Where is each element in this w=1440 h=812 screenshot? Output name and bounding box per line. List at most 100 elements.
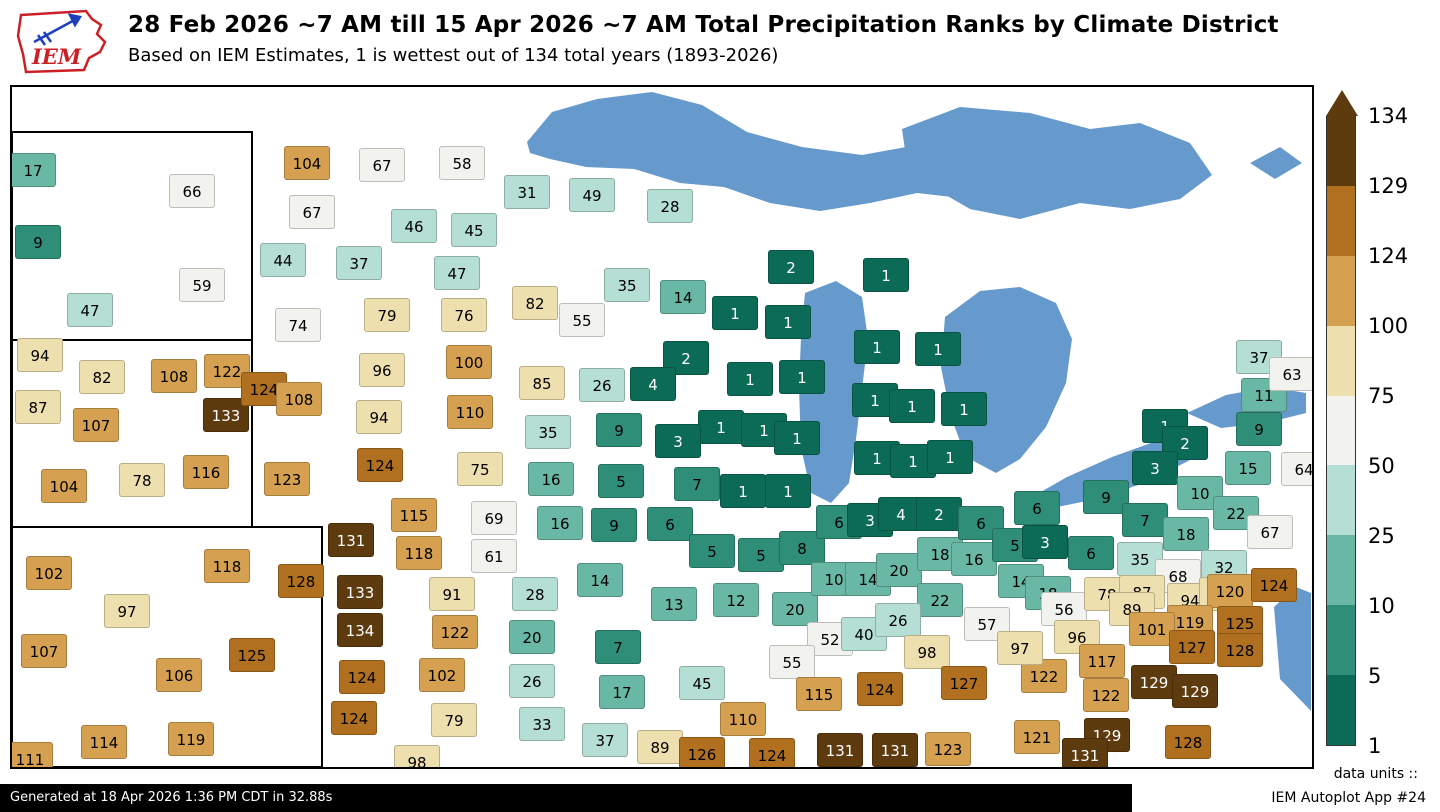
district-rank-label: 3 xyxy=(1132,451,1178,485)
district-rank-label: 35 xyxy=(604,268,650,302)
district-rank-label: 1 xyxy=(889,389,935,423)
district-rank-label: 101 xyxy=(1129,612,1175,646)
district-rank-label: 79 xyxy=(431,703,477,737)
district-rank-label: 1 xyxy=(927,440,973,474)
district-rank-label: 67 xyxy=(289,195,335,229)
district-rank-label: 129 xyxy=(1131,665,1177,699)
district-rank-label: 14 xyxy=(577,563,623,597)
district-rank-label: 102 xyxy=(26,556,72,590)
district-rank-label: 20 xyxy=(876,553,922,587)
district-rank-label: 26 xyxy=(579,368,625,402)
lake-huron-north-channel xyxy=(902,107,1212,219)
district-rank-label: 111 xyxy=(12,742,53,767)
map-title: 28 Feb 2026 ~7 AM till 15 Apr 2026 ~7 AM… xyxy=(128,12,1279,38)
district-rank-label: 47 xyxy=(434,256,480,290)
district-rank-label: 6 xyxy=(647,507,693,541)
district-rank-label: 47 xyxy=(67,293,113,327)
colorbar-segment xyxy=(1327,185,1355,256)
district-rank-label: 67 xyxy=(359,148,405,182)
district-rank-label: 124 xyxy=(339,660,385,694)
district-rank-label: 7 xyxy=(1122,503,1168,537)
district-rank-label: 22 xyxy=(917,583,963,617)
district-rank-label: 96 xyxy=(359,353,405,387)
district-rank-label: 1 xyxy=(727,362,773,396)
district-rank-label: 26 xyxy=(875,603,921,637)
district-rank-label: 13 xyxy=(651,587,697,621)
district-rank-label: 28 xyxy=(512,577,558,611)
district-rank-label: 110 xyxy=(447,395,493,429)
colorbar-tick-label: 50 xyxy=(1368,454,1395,478)
district-rank-label: 128 xyxy=(1165,725,1211,759)
district-rank-label: 5 xyxy=(598,464,644,498)
district-rank-label: 33 xyxy=(519,707,565,741)
district-rank-label: 55 xyxy=(559,303,605,337)
district-rank-label: 6 xyxy=(1014,491,1060,525)
district-rank-label: 82 xyxy=(512,286,558,320)
map-canvas: 17 66 9 59 47 104 67 58 67 46 45 44 37 47 74 79 76 96 100 9… xyxy=(10,85,1314,769)
colorbar-segment xyxy=(1327,116,1355,186)
district-rank-label: 1 xyxy=(712,296,758,330)
small-lake xyxy=(568,128,576,136)
ottawa-river-water xyxy=(1250,147,1302,179)
district-rank-label: 125 xyxy=(229,638,275,672)
district-rank-label: 76 xyxy=(441,298,487,332)
district-rank-label: 129 xyxy=(1172,674,1218,708)
colorbar-tick-label: 134 xyxy=(1368,104,1409,128)
district-rank-label: 4 xyxy=(630,367,676,401)
district-rank-label: 96 xyxy=(1054,620,1100,654)
district-rank-label: 55 xyxy=(769,645,815,679)
district-rank-label: 18 xyxy=(1163,517,1209,551)
district-rank-label: 49 xyxy=(569,178,615,212)
district-rank-label: 6 xyxy=(1068,536,1114,570)
map-subtitle: Based on IEM Estimates, 1 is wettest out… xyxy=(128,45,779,66)
district-rank-label: 89 xyxy=(637,730,683,764)
district-layer: 17 66 9 59 47 104 67 58 67 46 45 44 37 47 74 79 76 96 100 9… xyxy=(12,87,1312,767)
district-rank-label: 121 xyxy=(1014,720,1060,754)
district-rank-label: 14 xyxy=(660,280,706,314)
small-lake xyxy=(583,102,597,116)
header: IEM 28 Feb 2026 ~7 AM till 15 Apr 2026 ~… xyxy=(0,0,1440,85)
colorbar-tick-label: 124 xyxy=(1368,244,1409,268)
district-rank-label: 128 xyxy=(1217,633,1263,667)
colorbar-segment xyxy=(1327,325,1355,396)
district-rank-label: 134 xyxy=(337,613,383,647)
district-rank-label: 118 xyxy=(204,549,250,583)
colorbar-segment xyxy=(1327,675,1355,746)
district-rank-label: 104 xyxy=(284,146,330,180)
district-rank-label: 58 xyxy=(439,146,485,180)
district-rank-label: 102 xyxy=(419,658,465,692)
colorbar-tick-labels: 134 129 124 100 75 50 25 10 5 1 xyxy=(1368,104,1428,758)
district-rank-label: 133 xyxy=(203,398,249,432)
district-rank-label: 20 xyxy=(509,620,555,654)
district-rank-label: 124 xyxy=(1251,568,1297,602)
district-rank-label: 59 xyxy=(179,268,225,302)
colorbar-top-arrow xyxy=(1326,90,1358,116)
district-rank-label: 108 xyxy=(276,382,322,416)
district-rank-label: 1 xyxy=(720,474,766,508)
iem-logo: IEM xyxy=(16,9,107,74)
district-rank-label: 69 xyxy=(471,501,517,535)
district-rank-label: 7 xyxy=(674,467,720,501)
colorbar-tick-label: 25 xyxy=(1368,524,1395,548)
district-rank-label: 45 xyxy=(679,666,725,700)
district-rank-label: 3 xyxy=(655,424,701,458)
colorbar-tick-label: 75 xyxy=(1368,384,1395,408)
colorbar-gradient xyxy=(1326,116,1356,746)
district-rank-label: 126 xyxy=(679,737,725,767)
district-rank-label: 9 xyxy=(1236,412,1282,446)
district-rank-label: 26 xyxy=(509,664,555,698)
district-rank-label: 16 xyxy=(951,542,997,576)
colorbar-segment xyxy=(1327,255,1355,326)
district-rank-label: 106 xyxy=(156,658,202,692)
district-rank-label: 35 xyxy=(525,415,571,449)
district-rank-label: 131 xyxy=(817,733,863,767)
district-rank-label: 3 xyxy=(1022,525,1068,559)
district-rank-label: 1 xyxy=(765,305,811,339)
district-rank-label: 1 xyxy=(765,474,811,508)
district-rank-label: 37 xyxy=(582,723,628,757)
district-rank-label: 119 xyxy=(168,722,214,756)
district-rank-label: 61 xyxy=(471,539,517,573)
chesapeake-bay xyxy=(1274,587,1311,711)
district-rank-label: 123 xyxy=(264,462,310,496)
district-rank-label: 67 xyxy=(1247,515,1293,549)
